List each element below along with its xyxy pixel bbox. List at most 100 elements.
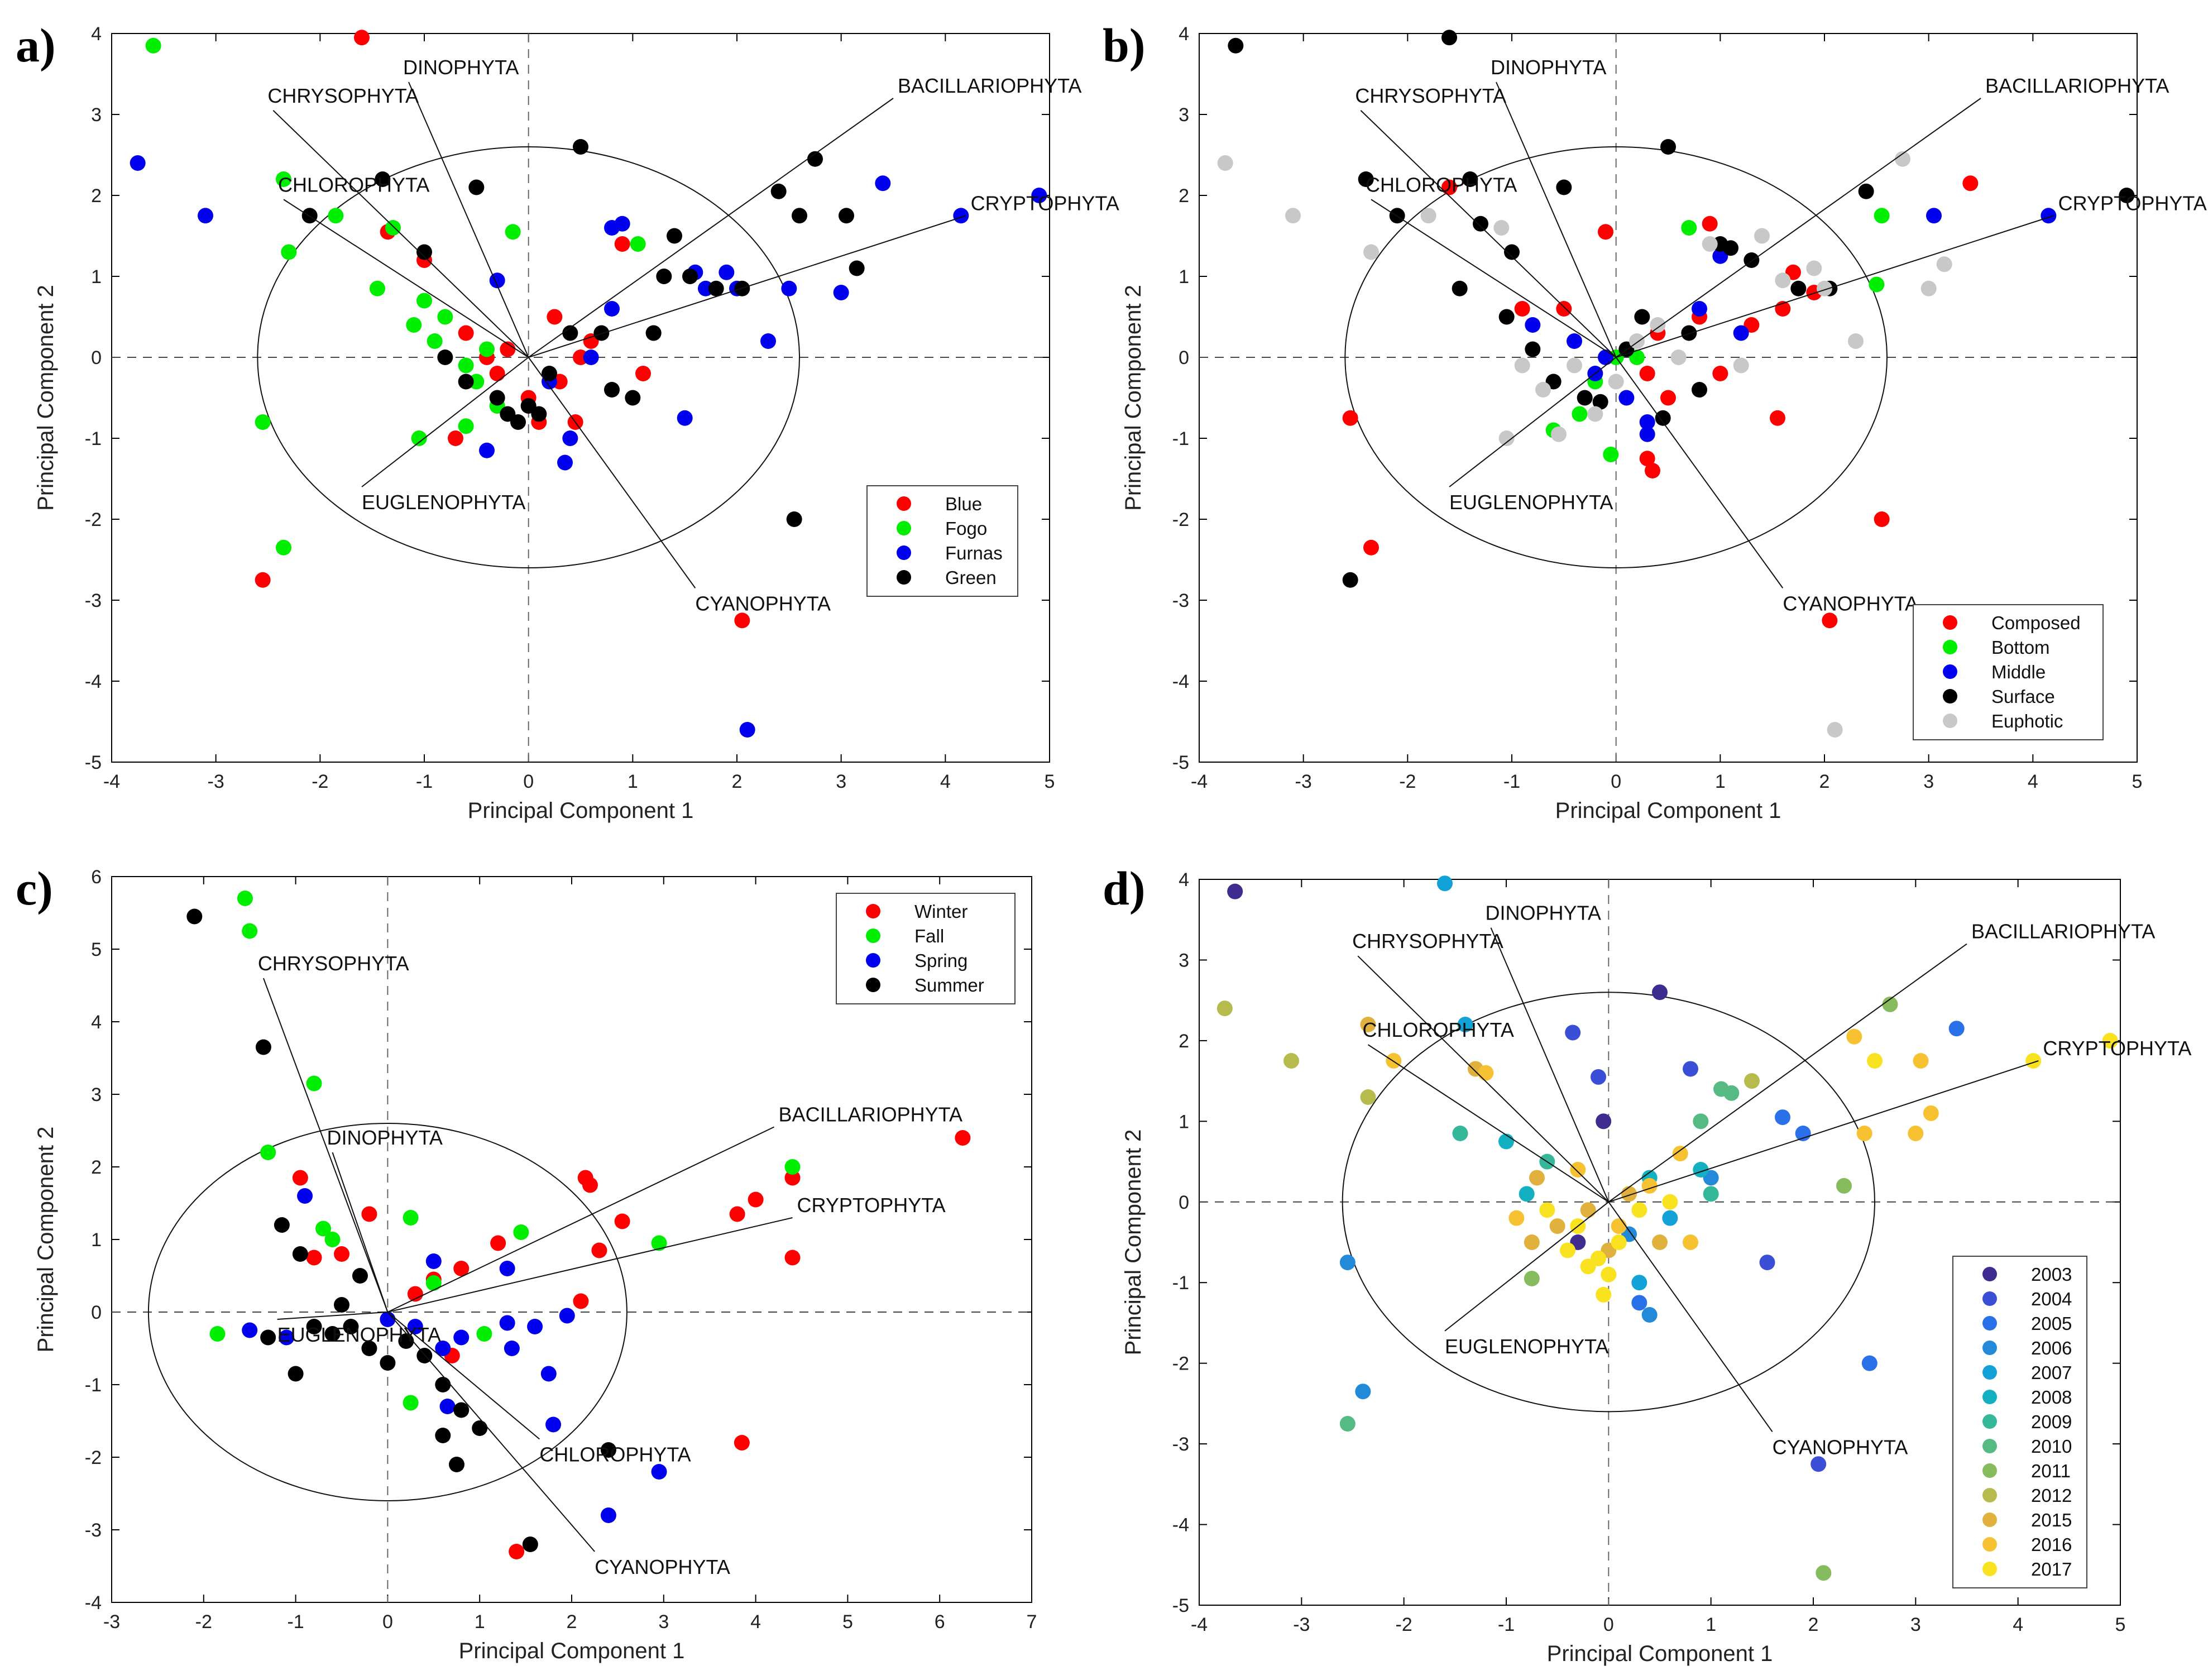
data-point — [439, 1399, 456, 1414]
loading-label: CHLOROPHYTA — [1366, 173, 1517, 196]
x-tick-label: -2 — [1399, 771, 1416, 792]
x-tick-label: -1 — [1498, 1614, 1515, 1635]
data-point — [1580, 1202, 1596, 1218]
legend-marker — [866, 953, 880, 968]
series-2011 — [1524, 996, 1898, 1581]
y-axis-label: Principal Component 2 — [1121, 1129, 1146, 1356]
data-point — [1514, 357, 1530, 374]
x-tick-label: 5 — [2115, 1614, 2126, 1635]
data-point — [509, 1544, 525, 1559]
plot-frame — [111, 33, 1050, 763]
data-point — [490, 1235, 506, 1251]
legend-label: Fogo — [945, 518, 987, 539]
legend-marker — [1943, 640, 1957, 654]
y-tick-label: -3 — [85, 590, 102, 611]
y-tick-label: 0 — [1179, 347, 1189, 368]
data-point — [375, 171, 391, 187]
data-point — [1570, 1162, 1586, 1178]
data-point — [1895, 151, 1910, 167]
x-tick-label: -3 — [1293, 1614, 1310, 1635]
data-point — [1634, 309, 1650, 325]
data-point — [1549, 1218, 1565, 1234]
y-tick-label: -5 — [1172, 1595, 1189, 1616]
data-point — [2025, 1053, 2042, 1069]
legend-label: Summer — [914, 975, 984, 995]
x-tick-label: 3 — [836, 771, 846, 792]
data-point — [288, 1366, 304, 1382]
data-point — [130, 155, 146, 171]
y-tick-label: -1 — [85, 1375, 102, 1396]
data-point — [448, 430, 463, 446]
loading-vector — [1496, 82, 1617, 358]
data-point — [1596, 1113, 1612, 1129]
legend-label: 2017 — [2031, 1559, 2072, 1580]
loading-label: BACILLARIOPHYTA — [1971, 920, 2155, 943]
data-point — [1869, 276, 1885, 293]
x-tick-label: -1 — [287, 1611, 304, 1633]
data-point — [2102, 1032, 2118, 1049]
x-tick-label: 4 — [2028, 771, 2038, 792]
data-point — [1822, 612, 1838, 629]
data-point — [1662, 1210, 1678, 1226]
data-point — [1846, 1028, 1862, 1045]
data-point — [677, 410, 693, 426]
legend-marker — [1982, 1463, 1997, 1478]
data-point — [489, 366, 505, 381]
data-point — [416, 293, 432, 309]
data-point — [1650, 317, 1666, 333]
data-point — [1524, 1271, 1540, 1286]
data-point — [1874, 208, 1890, 224]
x-tick-label: 3 — [658, 1611, 669, 1633]
data-point — [1560, 1242, 1575, 1258]
loading-vector — [1449, 357, 1617, 487]
loading-label: BACILLARIOPHYTA — [1985, 74, 2169, 97]
series-2010 — [1339, 1081, 1740, 1432]
data-point — [1611, 1234, 1627, 1250]
y-tick-label: -1 — [1172, 1272, 1189, 1294]
legend-label: 2008 — [2031, 1387, 2072, 1408]
data-point — [625, 390, 641, 406]
data-point — [255, 1039, 271, 1055]
data-point — [792, 208, 807, 224]
data-point — [1420, 208, 1436, 224]
data-point — [458, 418, 474, 434]
data-point — [1535, 382, 1551, 398]
data-point — [1360, 1089, 1376, 1105]
x-tick-label: 2 — [1808, 1614, 1819, 1635]
data-point — [875, 175, 891, 192]
loading-label: CHLOROPHYTA — [1363, 1018, 1514, 1041]
data-point — [361, 1341, 377, 1356]
data-point — [1733, 325, 1749, 341]
data-point — [1702, 216, 1718, 232]
data-point — [1216, 1001, 1233, 1017]
data-point — [292, 1170, 308, 1186]
data-point — [1473, 216, 1488, 232]
loading-vector — [1360, 110, 1617, 358]
loading-vector — [387, 1312, 540, 1440]
y-tick-label: -2 — [1172, 1353, 1189, 1375]
data-point — [748, 1191, 764, 1208]
data-point — [1611, 1218, 1627, 1234]
data-point — [334, 1246, 349, 1262]
data-point — [1811, 1456, 1827, 1472]
y-axis-label: Principal Component 2 — [33, 1127, 58, 1353]
loading-vector — [1490, 927, 1610, 1203]
legend-marker — [1982, 1390, 1997, 1404]
series-2015 — [1360, 1017, 1668, 1258]
x-tick-label: -1 — [1503, 771, 1520, 792]
data-point — [1227, 883, 1243, 899]
data-point — [953, 208, 969, 224]
data-point — [403, 1210, 419, 1226]
data-point — [361, 1206, 377, 1222]
legend-label: Surface — [1991, 686, 2055, 707]
x-tick-label: 1 — [1715, 771, 1726, 792]
legend-marker — [1943, 714, 1957, 728]
data-point — [274, 1217, 290, 1233]
chart-panel-b: b)-4 -3 -2 -1 0 1 2 3 4 5-5-4-3-2-101234Principal… — [1103, 18, 2207, 823]
data-point — [198, 208, 213, 224]
data-point — [604, 301, 620, 317]
data-point — [1723, 1085, 1740, 1101]
data-point — [1639, 414, 1655, 430]
data-point — [557, 454, 573, 471]
y-tick-label: -1 — [1172, 428, 1189, 449]
